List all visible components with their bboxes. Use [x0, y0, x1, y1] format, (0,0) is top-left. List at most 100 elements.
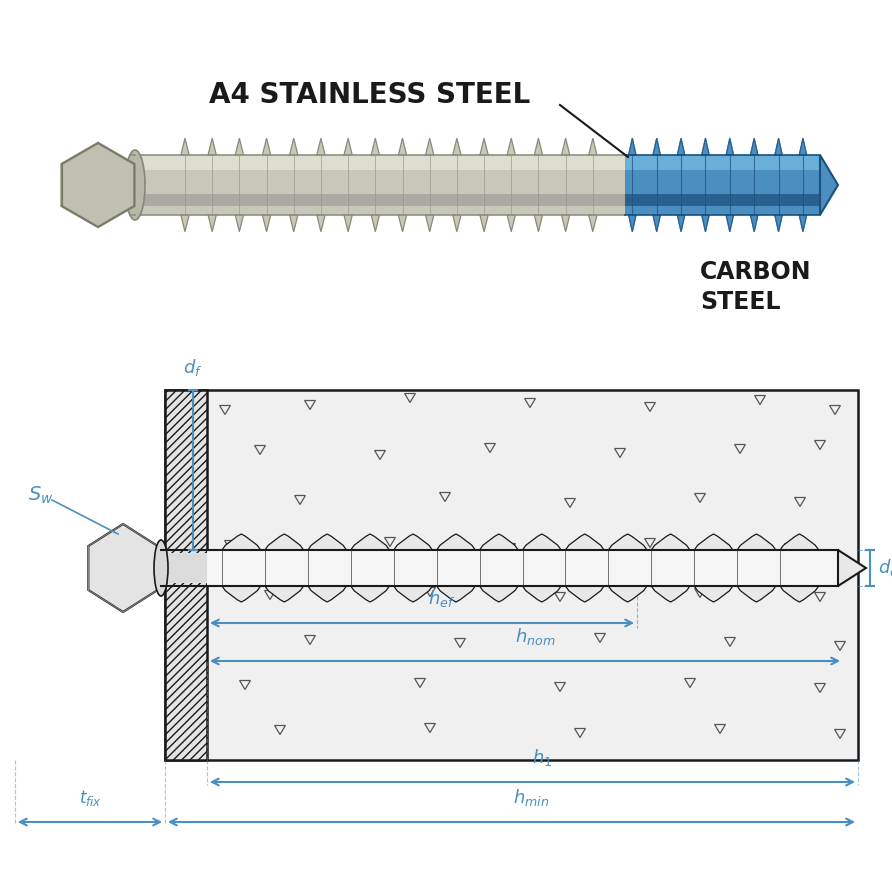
Polygon shape — [371, 215, 379, 232]
Polygon shape — [317, 215, 325, 232]
Polygon shape — [222, 534, 260, 550]
Bar — [625, 155, 820, 170]
Polygon shape — [737, 586, 776, 602]
Text: $h_{min}$: $h_{min}$ — [513, 787, 549, 808]
Polygon shape — [480, 138, 488, 155]
Polygon shape — [629, 215, 636, 232]
Bar — [130, 194, 625, 206]
Polygon shape — [750, 138, 758, 155]
Polygon shape — [290, 215, 298, 232]
Polygon shape — [608, 534, 647, 550]
Polygon shape — [702, 138, 709, 155]
Polygon shape — [265, 534, 303, 550]
Polygon shape — [437, 534, 475, 550]
Polygon shape — [750, 215, 758, 232]
Text: $S_w$: $S_w$ — [28, 485, 54, 506]
Polygon shape — [453, 138, 461, 155]
Text: $t_{fix}$: $t_{fix}$ — [78, 788, 102, 808]
Polygon shape — [437, 586, 475, 602]
Polygon shape — [393, 586, 433, 602]
Polygon shape — [208, 215, 216, 232]
Text: $h_{ef}$: $h_{ef}$ — [428, 588, 456, 609]
Polygon shape — [651, 586, 690, 602]
Polygon shape — [702, 215, 709, 232]
Polygon shape — [799, 215, 806, 232]
Polygon shape — [88, 524, 158, 612]
Polygon shape — [262, 215, 270, 232]
Polygon shape — [653, 138, 660, 155]
Polygon shape — [651, 534, 690, 550]
Text: $h_{nom}$: $h_{nom}$ — [515, 626, 556, 647]
Polygon shape — [566, 534, 604, 550]
Polygon shape — [508, 138, 516, 155]
Polygon shape — [480, 215, 488, 232]
Polygon shape — [235, 215, 244, 232]
Polygon shape — [508, 215, 516, 232]
Ellipse shape — [154, 540, 168, 596]
Bar — [207, 550, 838, 586]
Bar — [625, 194, 820, 206]
Polygon shape — [308, 586, 346, 602]
Polygon shape — [308, 534, 346, 550]
Text: CARBON
STEEL: CARBON STEEL — [700, 260, 812, 314]
Polygon shape — [453, 215, 461, 232]
Polygon shape — [799, 138, 806, 155]
Polygon shape — [562, 138, 570, 155]
Polygon shape — [62, 143, 135, 227]
Bar — [130, 155, 625, 215]
Text: $h_1$: $h_1$ — [533, 747, 553, 768]
Polygon shape — [344, 215, 352, 232]
Polygon shape — [523, 534, 561, 550]
Polygon shape — [480, 586, 518, 602]
Polygon shape — [534, 138, 542, 155]
Ellipse shape — [125, 150, 145, 220]
Polygon shape — [344, 138, 352, 155]
Polygon shape — [726, 215, 733, 232]
Polygon shape — [265, 586, 303, 602]
Polygon shape — [208, 138, 216, 155]
Text: A4 STAINLESS STEEL: A4 STAINLESS STEEL — [210, 81, 531, 109]
Polygon shape — [677, 215, 685, 232]
Polygon shape — [694, 586, 733, 602]
Polygon shape — [480, 534, 518, 550]
Polygon shape — [694, 534, 733, 550]
Text: $d_o$: $d_o$ — [878, 558, 892, 579]
Polygon shape — [399, 215, 407, 232]
Polygon shape — [181, 215, 189, 232]
Bar — [165, 390, 858, 760]
Bar — [161, 553, 207, 583]
Polygon shape — [726, 138, 733, 155]
Polygon shape — [523, 586, 561, 602]
Polygon shape — [534, 215, 542, 232]
Polygon shape — [780, 586, 819, 602]
Polygon shape — [780, 534, 819, 550]
Bar — [130, 161, 135, 209]
Polygon shape — [235, 138, 244, 155]
Polygon shape — [653, 215, 660, 232]
Polygon shape — [820, 155, 838, 215]
Polygon shape — [181, 138, 189, 155]
Bar — [165, 390, 207, 760]
Polygon shape — [677, 138, 685, 155]
Bar — [130, 155, 625, 170]
Polygon shape — [371, 138, 379, 155]
Polygon shape — [562, 215, 570, 232]
Polygon shape — [775, 138, 782, 155]
Polygon shape — [775, 215, 782, 232]
Polygon shape — [629, 138, 636, 155]
Polygon shape — [566, 586, 604, 602]
Polygon shape — [425, 138, 434, 155]
Polygon shape — [608, 586, 647, 602]
Polygon shape — [290, 138, 298, 155]
Polygon shape — [838, 550, 866, 586]
Polygon shape — [351, 534, 390, 550]
Polygon shape — [262, 138, 270, 155]
Bar — [625, 155, 820, 215]
Polygon shape — [351, 586, 390, 602]
Polygon shape — [393, 534, 433, 550]
Polygon shape — [425, 215, 434, 232]
Polygon shape — [589, 215, 597, 232]
Polygon shape — [737, 534, 776, 550]
Polygon shape — [317, 138, 325, 155]
Polygon shape — [222, 586, 260, 602]
